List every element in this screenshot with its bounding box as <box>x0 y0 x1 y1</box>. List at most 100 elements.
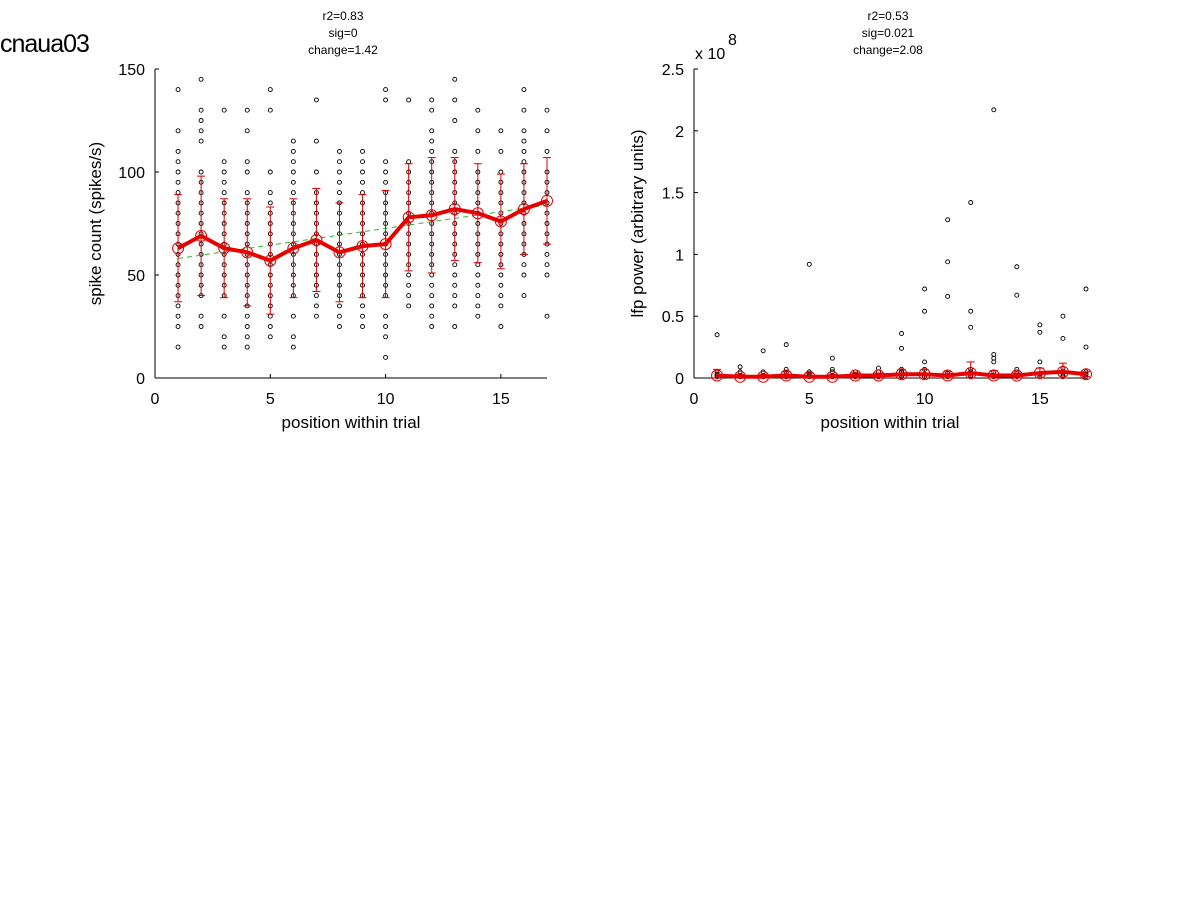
mean-marker <box>941 369 954 382</box>
data-point <box>406 293 412 299</box>
data-point <box>198 118 204 123</box>
data-point <box>544 251 550 257</box>
mean-marker <box>379 238 392 251</box>
data-point <box>383 334 389 340</box>
data-point <box>360 159 365 165</box>
data-point <box>429 324 435 329</box>
data-point <box>221 190 227 196</box>
data-point <box>544 107 550 113</box>
data-point <box>968 308 974 314</box>
data-point <box>290 159 296 165</box>
data-point <box>175 324 181 329</box>
data-point <box>360 169 365 175</box>
data-point <box>337 303 342 309</box>
data-point <box>475 272 481 278</box>
mean-marker <box>1033 367 1046 380</box>
data-point <box>267 334 273 340</box>
data-point <box>290 169 296 175</box>
x-tick-label: 5 <box>266 391 275 408</box>
data-point <box>267 87 273 93</box>
data-point <box>198 324 204 329</box>
data-point <box>498 324 504 329</box>
y-tick-label: 1 <box>675 247 684 264</box>
data-point <box>521 293 527 299</box>
data-point <box>475 313 481 319</box>
data-point <box>290 179 296 185</box>
data-point <box>313 313 319 319</box>
data-point <box>406 282 412 288</box>
data-point <box>313 138 319 144</box>
mean-marker <box>333 246 346 259</box>
data-point <box>221 107 227 113</box>
mean-marker <box>310 233 323 246</box>
data-point <box>521 159 527 165</box>
mean-marker <box>918 368 931 381</box>
y-tick-label: 150 <box>118 62 145 79</box>
chart-stats-line: change=2.08 <box>853 43 923 57</box>
data-point <box>429 138 435 144</box>
data-point <box>498 148 504 154</box>
data-point <box>945 293 951 299</box>
chart-stats-line: r2=0.53 <box>867 9 908 23</box>
mean-marker <box>803 370 816 383</box>
data-point <box>244 159 250 165</box>
data-point <box>337 148 342 154</box>
data-point <box>267 313 273 319</box>
data-point <box>267 169 273 175</box>
data-point <box>360 303 365 309</box>
data-point <box>406 303 412 309</box>
y-tick-label: 2 <box>675 124 684 141</box>
data-point <box>452 324 458 329</box>
mean-marker <box>517 203 530 216</box>
data-point <box>1083 286 1089 292</box>
data-point <box>498 293 504 299</box>
data-point <box>244 344 250 350</box>
data-point <box>267 324 273 329</box>
data-point <box>290 190 296 196</box>
data-point <box>945 217 951 223</box>
data-point <box>175 87 181 93</box>
mean-marker <box>287 242 300 255</box>
x-tick-label: 0 <box>690 391 699 408</box>
data-point <box>452 148 458 154</box>
mean-marker <box>448 203 461 216</box>
data-point <box>406 272 412 278</box>
data-point <box>452 118 458 123</box>
data-point <box>475 293 481 299</box>
axis-multiplier: x 10 <box>695 46 725 63</box>
data-point <box>175 344 181 350</box>
data-point <box>521 87 527 93</box>
data-point <box>899 345 904 351</box>
chart-stats-line: r2=0.83 <box>322 9 363 23</box>
data-point <box>498 272 504 278</box>
data-point <box>498 282 504 288</box>
mean-line <box>716 369 1087 379</box>
mean-marker <box>1056 365 1069 378</box>
mean-marker <box>172 242 185 255</box>
mean-marker <box>425 209 438 222</box>
mean-marker <box>895 368 908 381</box>
data-point <box>429 282 435 288</box>
data-point <box>175 169 181 175</box>
data-point <box>337 324 342 329</box>
data-point <box>429 293 435 299</box>
data-point <box>452 272 458 278</box>
data-point <box>360 313 365 319</box>
data-point <box>429 128 435 134</box>
data-point <box>175 313 181 319</box>
data-point <box>337 179 342 185</box>
mean-marker <box>218 242 231 255</box>
x-tick-label: 15 <box>492 391 510 408</box>
data-point <box>922 286 928 292</box>
y-tick-label: 0 <box>136 371 145 388</box>
data-point <box>313 293 319 299</box>
data-point <box>521 107 527 113</box>
data-point <box>829 366 835 372</box>
y-tick-label: 0 <box>675 371 684 388</box>
data-point <box>244 190 250 196</box>
data-point <box>475 262 481 268</box>
data-point <box>498 303 504 309</box>
y-axis-label: lfp power (arbitrary units) <box>628 129 647 317</box>
mean-marker <box>757 370 770 383</box>
